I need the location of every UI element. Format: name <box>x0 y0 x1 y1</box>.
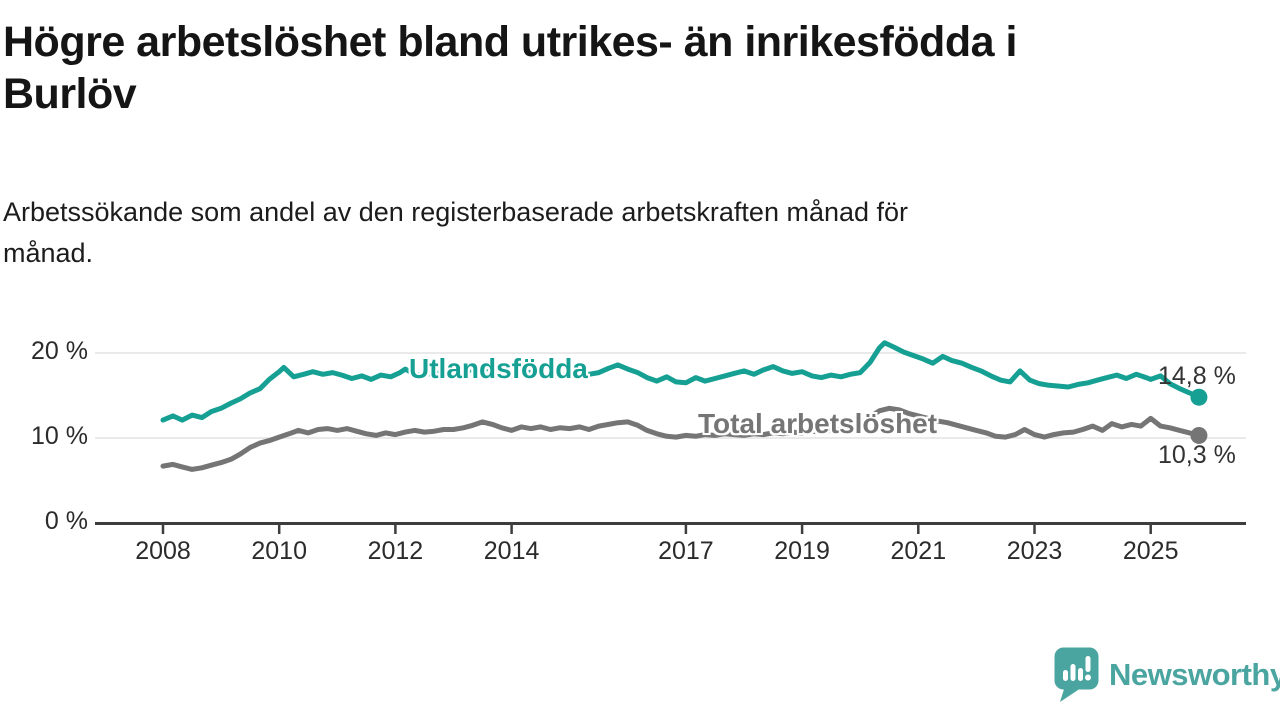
series-line-total <box>160 405 1202 472</box>
series-end-dot-total <box>1190 426 1208 444</box>
newsworthy-logo: Newsworthy <box>1053 646 1280 703</box>
series-label-utlandsfodda: Utlandsfödda <box>409 353 588 384</box>
end-value-utlandsfodda: 14,8 % <box>1158 362 1236 390</box>
newsworthy-logo-icon <box>1054 647 1099 702</box>
y-axis-tick-label: 10 % <box>31 422 88 450</box>
x-axis-tick-label: 2010 <box>251 537 307 565</box>
page-subtitle: Arbetssökande som andel av den registerb… <box>3 197 909 268</box>
x-axis-tick-label: 2025 <box>1122 537 1179 565</box>
x-axis-tick-label: 2023 <box>1006 537 1063 565</box>
newsworthy-logo-text: Newsworthy <box>1109 656 1280 692</box>
x-axis-tick-label: 2017 <box>658 537 714 565</box>
series-end-dot-utlandsfodda <box>1190 388 1208 406</box>
series-label-total-arbetsloshet: Total arbetslöshet <box>698 408 938 439</box>
series-line-utlandsfodda <box>160 340 1202 423</box>
page-title: Högre arbetslöshet bland utrikes- än inr… <box>3 18 1017 118</box>
end-value-total-arbetsloshet: 10,3 % <box>1158 441 1236 469</box>
x-axis-tick-label: 2012 <box>367 537 424 565</box>
y-axis-tick-label: 0 % <box>44 507 88 535</box>
x-axis-tick-label: 2014 <box>483 537 540 565</box>
x-axis-tick-label: 2008 <box>135 537 191 565</box>
y-axis-tick-label: 20 % <box>31 337 88 365</box>
x-axis-tick-label: 2019 <box>774 537 830 565</box>
x-axis-tick-label: 2021 <box>890 537 947 565</box>
